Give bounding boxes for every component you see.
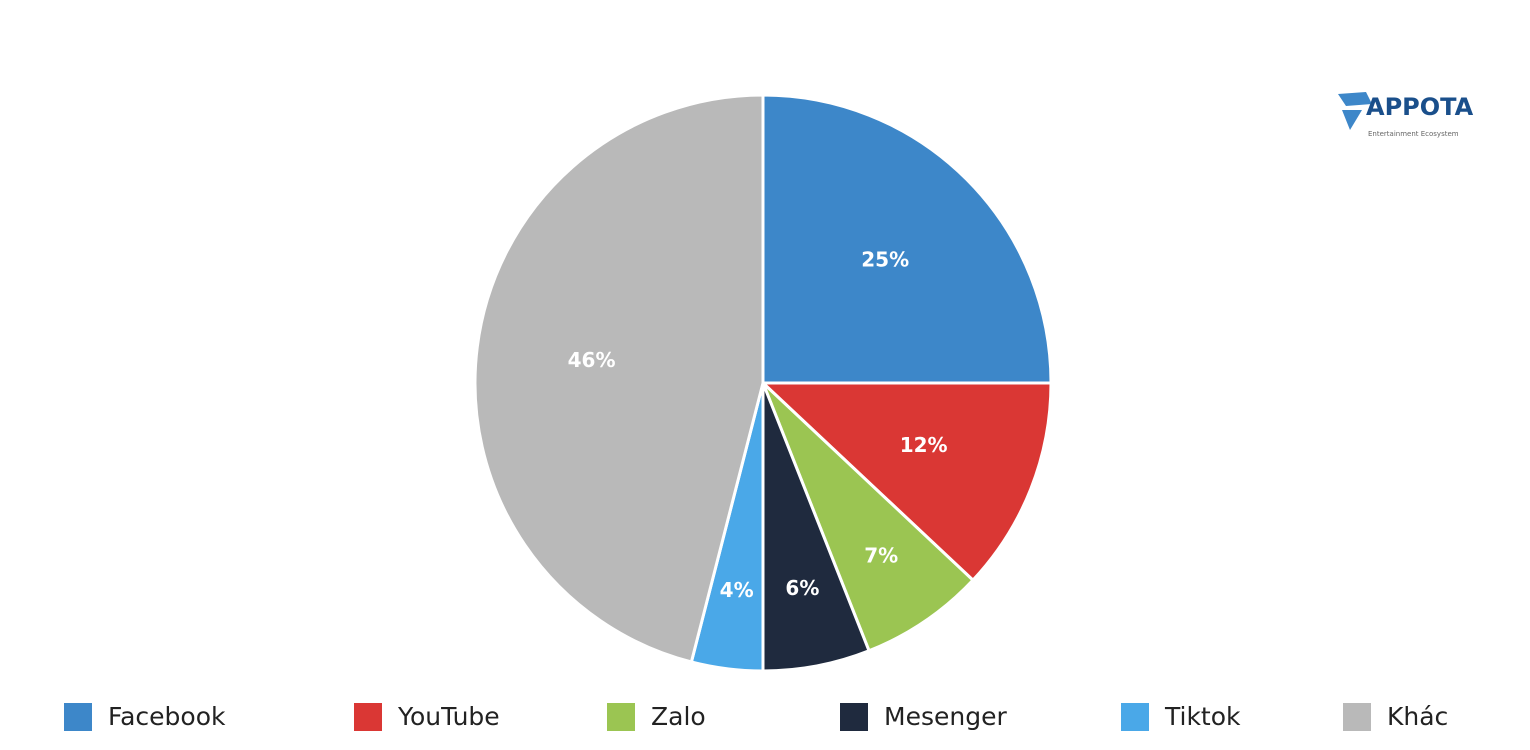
legend-label: Khác <box>1387 702 1448 731</box>
logo-tagline: Entertainment Ecosystem <box>1368 130 1459 138</box>
pie-slice <box>761 93 1053 385</box>
data-label: 4% <box>720 578 754 602</box>
logo-icon <box>1338 92 1372 130</box>
pie-slice <box>473 93 765 664</box>
data-label: 6% <box>785 576 819 600</box>
legend-label: Zalo <box>651 702 706 731</box>
legend-swatch <box>64 703 92 731</box>
data-label: 25% <box>861 247 909 271</box>
logo-name: APPOTA <box>1366 93 1474 121</box>
legend-label: Tiktok <box>1164 702 1241 731</box>
pie-slice <box>759 381 1053 583</box>
legend-swatch <box>1343 703 1371 731</box>
legend-label: Facebook <box>108 702 226 731</box>
legend-label: Mesenger <box>884 702 1007 731</box>
legend-swatch <box>840 703 868 731</box>
legend-swatch <box>1121 703 1149 731</box>
data-label: 7% <box>864 543 898 567</box>
logo: APPOTA Entertainment Ecosystem <box>1338 92 1474 138</box>
legend-label: YouTube <box>397 702 500 731</box>
legend-swatch <box>354 703 382 731</box>
legend-swatch <box>607 703 635 731</box>
data-label: 12% <box>900 433 948 457</box>
data-label: 46% <box>568 348 616 372</box>
pie-slice <box>761 381 976 653</box>
